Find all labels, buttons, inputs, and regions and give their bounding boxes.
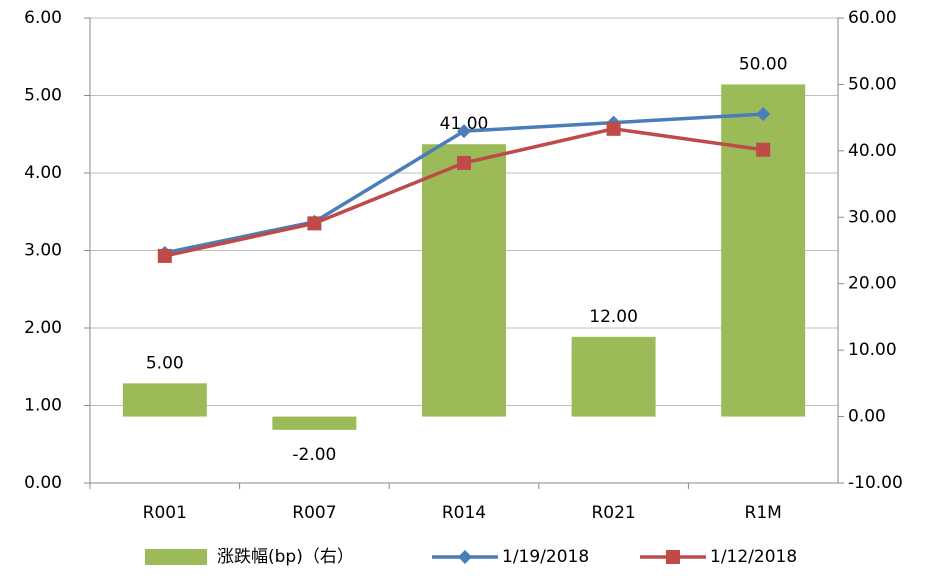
marker: [458, 550, 472, 564]
y2-tick-label: 60.00: [848, 8, 897, 28]
legend-label: 1/19/2018: [502, 547, 589, 567]
legend-swatch: [145, 549, 207, 565]
bar: [272, 416, 357, 430]
y-tick-label: 5.00: [24, 86, 62, 106]
y-tick-label: 4.00: [24, 163, 62, 183]
y-tick-label: 0.00: [24, 473, 62, 493]
marker: [457, 155, 471, 170]
bar: [721, 84, 806, 417]
y-tick-label: 6.00: [24, 8, 62, 28]
y2-tick-label: 10.00: [848, 340, 897, 360]
x-tick-label: R021: [591, 503, 635, 523]
y2-tick-label: -10.00: [848, 473, 903, 493]
marker: [307, 216, 322, 231]
x-tick-label: R014: [442, 503, 486, 523]
bar: [571, 336, 656, 417]
x-tick-label: R001: [143, 503, 187, 523]
value-label: 5.00: [146, 353, 184, 373]
y2-tick-label: 40.00: [848, 141, 897, 161]
value-label: -2.00: [292, 445, 336, 465]
y2-tick-label: 50.00: [848, 74, 897, 94]
marker: [457, 124, 471, 139]
x-tick-label: R007: [292, 503, 336, 523]
bar: [122, 383, 207, 417]
marker: [606, 121, 621, 136]
y-tick-label: 3.00: [24, 241, 62, 261]
y-tick-label: 1.00: [24, 396, 62, 416]
y2-tick-label: 0.00: [848, 407, 886, 427]
legend-label: 涨跌幅(bp)（右）: [217, 547, 354, 567]
y-tick-label: 2.00: [24, 318, 62, 338]
value-label: 12.00: [589, 307, 638, 327]
marker: [756, 107, 771, 122]
y2-tick-label: 20.00: [848, 274, 897, 294]
marker: [157, 248, 172, 263]
legend-label: 1/12/2018: [710, 547, 797, 567]
y2-tick-label: 30.00: [848, 207, 897, 227]
value-label: 50.00: [739, 54, 788, 74]
marker: [756, 142, 771, 157]
bar: [422, 144, 506, 417]
x-tick-label: R1M: [745, 503, 782, 523]
marker: [666, 550, 680, 564]
